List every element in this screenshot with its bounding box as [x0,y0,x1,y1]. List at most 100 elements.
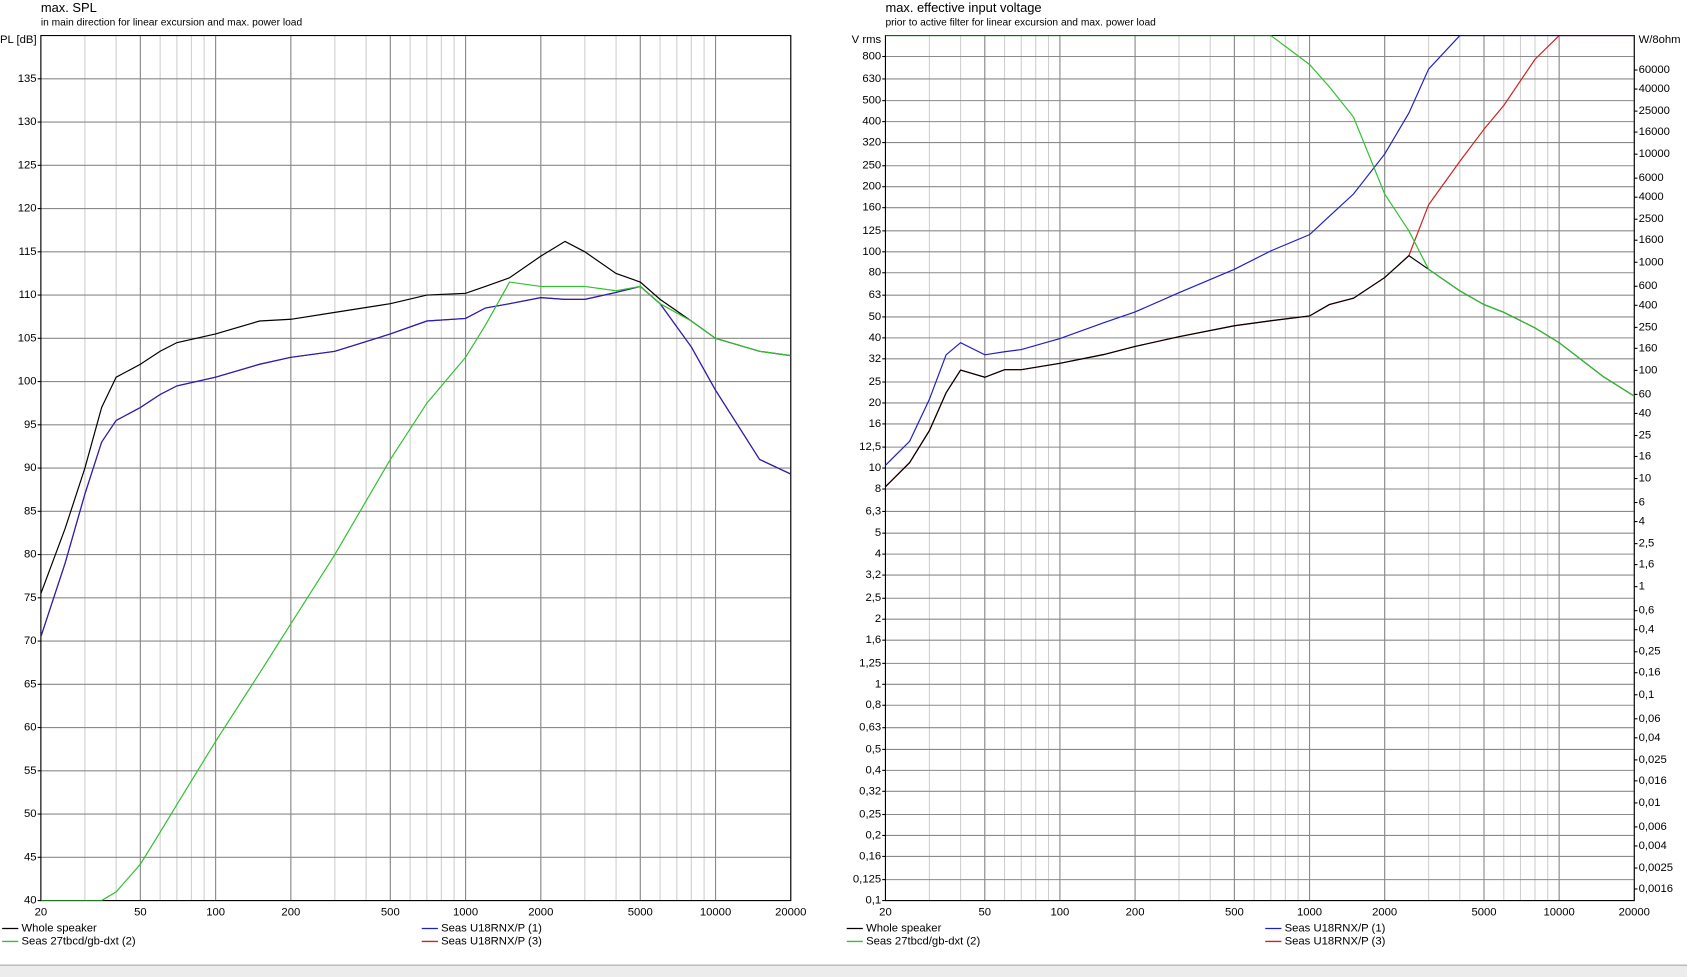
y-axis-label: V rms [852,34,882,46]
x-tick-label: 500 [1225,906,1244,918]
y-tick-label: 4 [875,548,881,560]
x-tick-label: 200 [1126,906,1145,918]
series-line [885,35,1635,466]
y-tick-label: 800 [862,50,881,62]
y-tick-label: 95 [24,419,37,431]
y-tick-label: 400 [862,116,881,128]
legend-label: Seas U18RNX/P (1) [441,923,542,935]
x-tick-label: 1000 [1297,906,1322,918]
y2-tick-label: 250 [1639,321,1658,333]
chart-title: max. SPL [41,0,97,15]
y-tick-label: 25 [869,376,882,388]
plot-area [885,35,1635,488]
y-tick-label: 63 [869,289,882,301]
x-tick-label: 50 [979,906,992,918]
y-tick-label: 0,63 [859,722,881,734]
y2-axis-label: W/8ohm [1639,34,1681,46]
chart-subtitle: prior to active filter for linear excurs… [885,17,1156,28]
y2-tick-label: 6 [1639,497,1645,509]
y-tick-label: 5 [875,527,881,539]
y2-tick-label: 1 [1639,581,1645,593]
legend-label: Seas 27tbcd/gb-dxt (2) [22,935,136,947]
y2-tick-label: 4000 [1639,191,1664,203]
y-tick-label: 0,8 [865,699,881,711]
x-tick-label: 20 [35,906,48,918]
plot-area [40,240,791,901]
y2-tick-label: 0,01 [1639,797,1661,809]
y-tick-label: 1 [875,678,881,690]
y2-tick-label: 0,0025 [1639,862,1674,874]
y-tick-label: 1,6 [865,634,881,646]
y-tick-label: 8 [875,483,881,495]
y2-tick-label: 600 [1639,280,1658,292]
y-tick-label: 40 [869,332,882,344]
x-tick-label: 5000 [1471,906,1496,918]
legend-label: Seas U18RNX/P (3) [441,935,542,947]
y-tick-label: 1,25 [859,657,881,669]
y2-tick-label: 16 [1639,450,1652,462]
y2-tick-label: 25000 [1639,105,1670,117]
y2-tick-label: 0,004 [1639,840,1667,852]
y-tick-label: 125 [18,159,37,171]
legend-label: Whole speaker [866,923,941,935]
y2-tick-label: 100 [1639,364,1658,376]
y-tick-label: 100 [862,246,881,258]
x-tick-label: 20 [879,906,892,918]
y-tick-label: 100 [18,376,37,388]
y-tick-label: 70 [24,635,37,647]
x-tick-label: 200 [281,906,300,918]
y-tick-label: 0,1 [865,895,881,907]
y2-tick-label: 2,5 [1639,538,1655,550]
y-tick-label: 160 [862,202,881,214]
series-line [885,35,1635,397]
legend-label: Seas U18RNX/P (3) [1285,935,1386,947]
y-tick-label: 20 [869,397,882,409]
y-tick-label: 0,4 [865,764,881,776]
y-tick-label: 630 [862,73,881,85]
y2-tick-label: 25 [1639,429,1652,441]
status-bar [0,965,1687,977]
y2-tick-label: 0,16 [1639,667,1661,679]
y2-tick-label: 1,6 [1639,559,1655,571]
y2-tick-label: 160 [1639,342,1658,354]
y-tick-label: 40 [24,895,37,907]
x-tick-label: 2000 [1372,906,1397,918]
x-tick-label: 500 [381,906,400,918]
x-tick-label: 100 [206,906,225,918]
series-line [40,240,791,594]
x-tick-label: 10000 [1543,906,1574,918]
y2-tick-label: 10 [1639,473,1652,485]
y-tick-label: 75 [24,592,37,604]
y-tick-label: 45 [24,851,37,863]
y2-tick-label: 0,0016 [1639,883,1674,895]
y-tick-label: 16 [869,418,882,430]
x-tick-label: 1000 [453,906,478,918]
y-tick-label: 32 [869,353,882,365]
y2-tick-label: 60 [1639,388,1652,400]
y-tick-label: 85 [24,505,37,517]
legend-label: Whole speaker [22,923,97,935]
y2-tick-label: 0,04 [1639,732,1661,744]
x-tick-label: 2000 [528,906,553,918]
legend-label: Seas 27tbcd/gb-dxt (2) [866,935,980,947]
x-tick-label: 10000 [700,906,731,918]
chart-subtitle: in main direction for linear excursion a… [41,17,303,28]
x-tick-label: 20000 [1619,906,1650,918]
y-tick-label: 65 [24,678,37,690]
x-tick-label: 5000 [628,906,653,918]
y-tick-label: 12,5 [859,441,881,453]
y2-tick-label: 2500 [1639,213,1664,225]
y-tick-label: 2 [875,613,881,625]
y-tick-label: 10 [869,462,882,474]
y-tick-label: 120 [18,203,37,215]
y2-tick-label: 4 [1639,516,1645,528]
y-tick-label: 110 [19,289,37,301]
y2-tick-label: 16000 [1639,126,1670,138]
y2-tick-label: 0,1 [1639,689,1655,701]
legend-label: Seas U18RNX/P (1) [1285,923,1386,935]
y-tick-label: 125 [862,225,881,237]
y2-tick-label: 0,006 [1639,821,1667,833]
y-tick-label: 55 [24,765,37,777]
x-tick-label: 50 [134,906,147,918]
